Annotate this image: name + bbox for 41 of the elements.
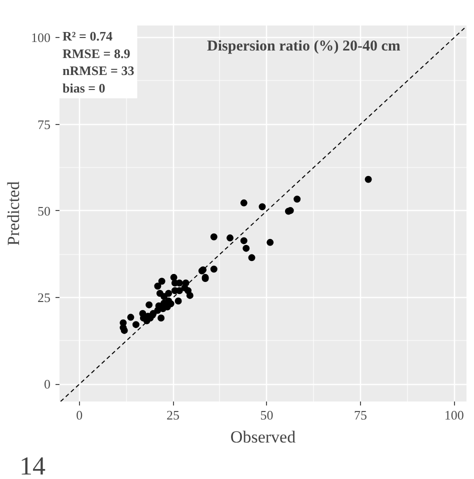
x-tick-label: 0 — [76, 408, 83, 422]
point — [132, 321, 140, 328]
point — [240, 237, 248, 244]
x-axis-title: Observed — [230, 428, 296, 446]
x-tick-label: 50 — [260, 408, 274, 422]
x-tick-label: 75 — [354, 408, 367, 422]
point — [294, 196, 301, 203]
point — [158, 314, 165, 322]
point — [146, 301, 153, 308]
annotation: RMSE = 8.9 — [62, 46, 131, 61]
text: Dispersion ratio (%) 20-40 cm — [207, 38, 401, 55]
point — [266, 238, 274, 246]
point — [160, 293, 168, 300]
point — [186, 292, 194, 299]
point — [226, 234, 234, 242]
y-tick-label: 100 — [31, 30, 50, 46]
point — [248, 254, 256, 262]
annotation: R² = 0.74 — [62, 28, 113, 44]
y-tick-label: 0 — [44, 376, 50, 392]
text: 14 — [20, 452, 46, 479]
point — [242, 244, 250, 252]
point — [210, 233, 218, 240]
point — [165, 290, 172, 297]
point — [364, 176, 372, 183]
point — [158, 278, 166, 285]
point — [154, 282, 162, 290]
point — [258, 203, 266, 210]
y-tick-label: 50 — [38, 203, 50, 218]
x-tick-label: 100 — [444, 408, 464, 422]
y-axis-title: Predicted — [4, 180, 23, 246]
point — [120, 326, 128, 334]
point — [127, 314, 134, 321]
point — [210, 266, 218, 273]
annotation: bias = 0 — [62, 80, 106, 96]
y-tick-label: 25 — [38, 290, 50, 306]
y-tick-label: 75 — [38, 116, 50, 132]
point — [182, 279, 190, 286]
annotation: nRMSE = 33 — [62, 63, 135, 78]
point — [240, 199, 248, 206]
x-tick-label: 25 — [166, 408, 180, 422]
point — [174, 298, 182, 304]
